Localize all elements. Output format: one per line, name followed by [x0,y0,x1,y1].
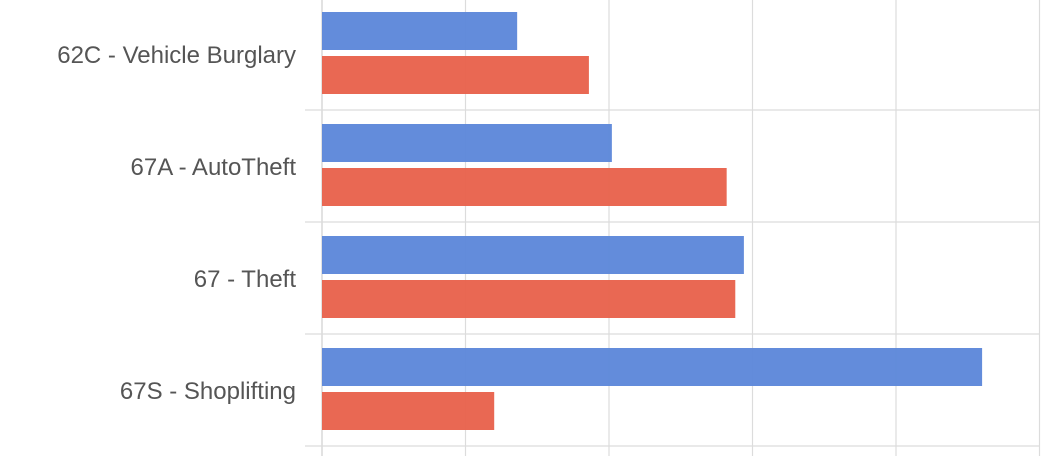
category-label: 67A - AutoTheft [131,154,297,181]
bar-series-1-1 [322,124,612,162]
bar-series-1-2 [322,236,744,274]
bar-series-2-1 [322,168,727,206]
category-label: 67S - Shoplifting [120,378,296,405]
bars [322,12,983,430]
bar-series-2-3 [322,392,495,430]
bar-series-1-0 [322,12,518,50]
bar-series-1-3 [322,348,983,386]
category-label: 67 - Theft [194,266,297,293]
category-labels: 62C - Vehicle Burglary 67A - AutoTheft 67 … [57,42,296,405]
bar-series-2-0 [322,56,589,94]
bar-series-2-2 [322,280,736,318]
category-label: 62C - Vehicle Burglary [57,42,296,69]
